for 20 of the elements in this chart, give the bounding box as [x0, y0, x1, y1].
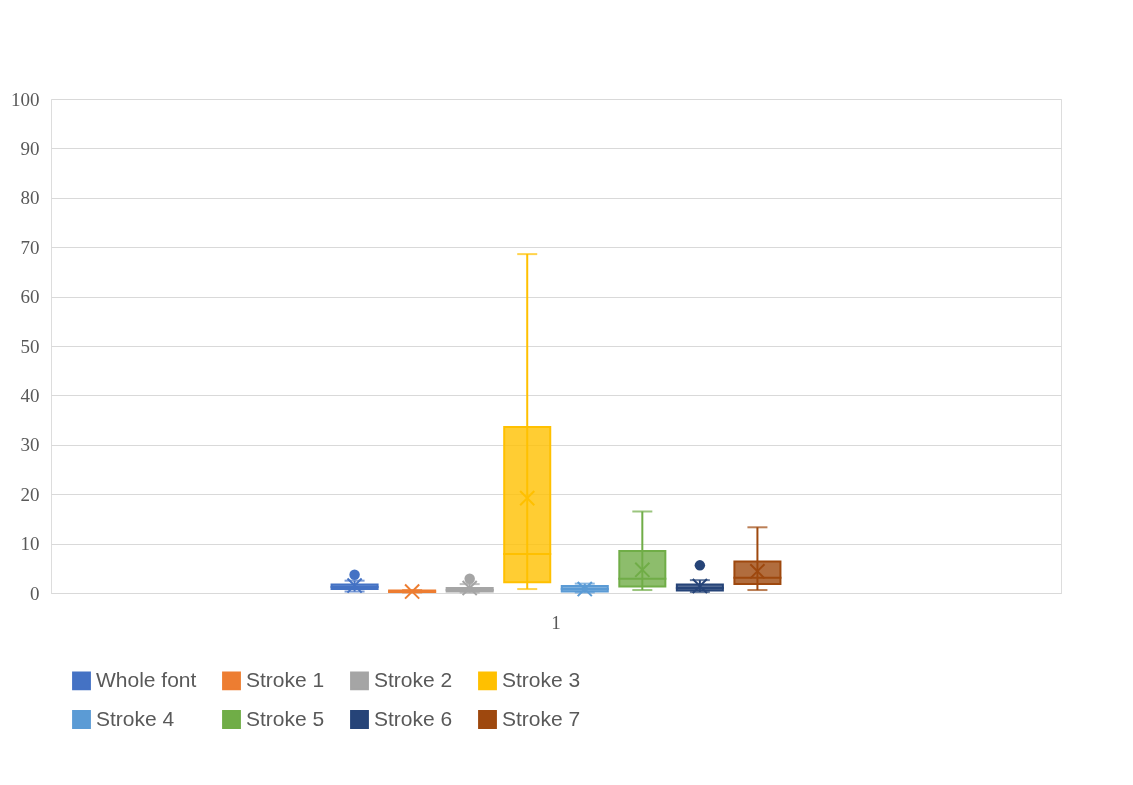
- y-tick-label: 10: [20, 533, 40, 555]
- y-tick-label: 0: [30, 582, 40, 604]
- y-tick-label: 50: [20, 335, 40, 357]
- legend-label: Stroke 6: [374, 706, 453, 730]
- legend-label: Whole font: [96, 667, 197, 691]
- y-tick-label: 60: [20, 286, 40, 308]
- legend-label: Stroke 3: [502, 667, 581, 691]
- y-tick-label: 80: [20, 187, 40, 209]
- legend-label: Stroke 4: [96, 706, 175, 730]
- y-tick-label: 70: [20, 236, 40, 258]
- x-tick-label: 1: [551, 611, 561, 633]
- legend-label: Stroke 5: [246, 706, 325, 730]
- legend-label: Stroke 7: [502, 706, 581, 730]
- y-tick-label: 100: [11, 88, 40, 110]
- y-tick-label: 20: [20, 483, 40, 505]
- legend-label: Stroke 2: [374, 667, 453, 691]
- y-tick-label: 40: [20, 384, 40, 406]
- y-tick-label: 30: [20, 434, 40, 456]
- legend-label: Stroke 1: [246, 667, 325, 691]
- y-tick-label: 90: [20, 137, 40, 159]
